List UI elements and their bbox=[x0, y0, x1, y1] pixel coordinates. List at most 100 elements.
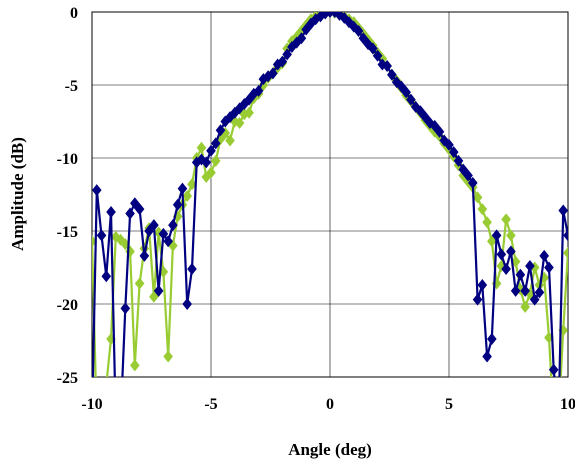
data-point bbox=[558, 324, 568, 337]
x-tick-label: -5 bbox=[204, 396, 217, 413]
data-point bbox=[487, 333, 497, 346]
data-point bbox=[158, 227, 169, 240]
data-point bbox=[506, 245, 516, 258]
data-point bbox=[406, 93, 416, 106]
data-point bbox=[97, 415, 107, 427]
data-point bbox=[453, 154, 464, 167]
data-point bbox=[225, 111, 235, 124]
data-point bbox=[244, 106, 254, 119]
data-point bbox=[363, 38, 373, 51]
data-point bbox=[163, 235, 173, 248]
data-point bbox=[111, 415, 121, 427]
data-point bbox=[87, 415, 97, 427]
data-point bbox=[558, 204, 568, 217]
data-point bbox=[506, 229, 516, 242]
y-axis-title: Amplitude (dB) bbox=[8, 137, 27, 251]
data-point bbox=[372, 49, 383, 62]
x-axis-title: Angle (deg) bbox=[288, 440, 372, 459]
data-point bbox=[92, 235, 97, 248]
data-point bbox=[168, 219, 178, 232]
x-tick-labels: -10 -5 0 5 10 bbox=[81, 396, 575, 413]
data-point bbox=[472, 191, 483, 204]
data-point bbox=[258, 73, 269, 86]
data-point bbox=[182, 298, 192, 310]
x-tick-label: 10 bbox=[560, 396, 575, 413]
series-layer bbox=[87, 12, 568, 427]
data-point bbox=[106, 206, 116, 219]
data-point bbox=[534, 286, 545, 299]
data-point bbox=[101, 270, 112, 283]
data-point bbox=[496, 248, 507, 261]
data-point bbox=[368, 42, 378, 55]
data-point bbox=[116, 415, 126, 427]
data-point bbox=[491, 229, 502, 242]
data-point bbox=[444, 138, 454, 151]
data-point bbox=[196, 153, 207, 166]
data-point bbox=[515, 268, 526, 281]
data-point bbox=[177, 182, 188, 195]
x-tick-label: 5 bbox=[445, 396, 453, 413]
data-point bbox=[496, 260, 507, 273]
data-point bbox=[130, 359, 140, 372]
data-point bbox=[187, 262, 197, 275]
data-point bbox=[396, 80, 407, 93]
data-point bbox=[520, 300, 530, 313]
data-point bbox=[182, 189, 192, 202]
data-point bbox=[92, 415, 102, 427]
data-point bbox=[463, 169, 473, 182]
data-point bbox=[187, 178, 197, 191]
data-point bbox=[234, 116, 245, 129]
data-point bbox=[210, 154, 221, 167]
data-point bbox=[563, 229, 568, 242]
data-point bbox=[230, 115, 240, 128]
data-point bbox=[434, 125, 445, 138]
data-point bbox=[554, 415, 564, 427]
data-point bbox=[282, 48, 292, 61]
y-tick-label: -20 bbox=[57, 297, 78, 314]
data-point bbox=[306, 17, 316, 30]
data-point bbox=[482, 350, 492, 363]
data-point bbox=[544, 261, 554, 274]
data-point bbox=[501, 262, 511, 275]
data-point bbox=[153, 226, 164, 239]
data-point bbox=[477, 279, 488, 292]
data-point bbox=[92, 184, 102, 197]
data-point bbox=[172, 198, 183, 211]
data-point bbox=[196, 141, 207, 154]
data-point bbox=[563, 246, 568, 259]
data-point bbox=[163, 350, 173, 363]
data-point bbox=[134, 277, 145, 290]
data-point bbox=[487, 235, 497, 248]
data-point bbox=[377, 58, 388, 71]
y-tick-labels: 0 -5 -10 -15 -20 -25 bbox=[57, 5, 78, 387]
y-tick-label: -10 bbox=[57, 151, 78, 168]
data-point bbox=[206, 166, 216, 179]
data-point bbox=[468, 176, 478, 189]
data-point bbox=[349, 20, 359, 33]
data-point bbox=[353, 24, 364, 37]
data-point bbox=[144, 225, 154, 237]
x-tick-label: 0 bbox=[326, 396, 334, 413]
data-point bbox=[310, 13, 321, 26]
data-point bbox=[215, 124, 226, 137]
y-tick-label: -15 bbox=[57, 224, 78, 241]
data-point bbox=[425, 116, 435, 129]
data-point bbox=[491, 277, 502, 290]
y-tick-label: 0 bbox=[70, 5, 78, 22]
data-point bbox=[201, 156, 212, 169]
data-point bbox=[539, 249, 549, 262]
y-tick-label: -25 bbox=[57, 370, 78, 387]
data-point bbox=[410, 100, 421, 113]
data-point bbox=[210, 137, 221, 150]
data-point bbox=[296, 32, 307, 45]
data-point bbox=[510, 284, 521, 297]
data-point bbox=[439, 134, 450, 147]
data-point bbox=[548, 363, 559, 376]
data-point bbox=[501, 213, 511, 226]
data-point bbox=[215, 133, 226, 146]
data-point bbox=[554, 415, 564, 427]
series-line bbox=[92, 12, 568, 377]
data-point bbox=[225, 134, 235, 147]
data-point bbox=[206, 144, 216, 157]
